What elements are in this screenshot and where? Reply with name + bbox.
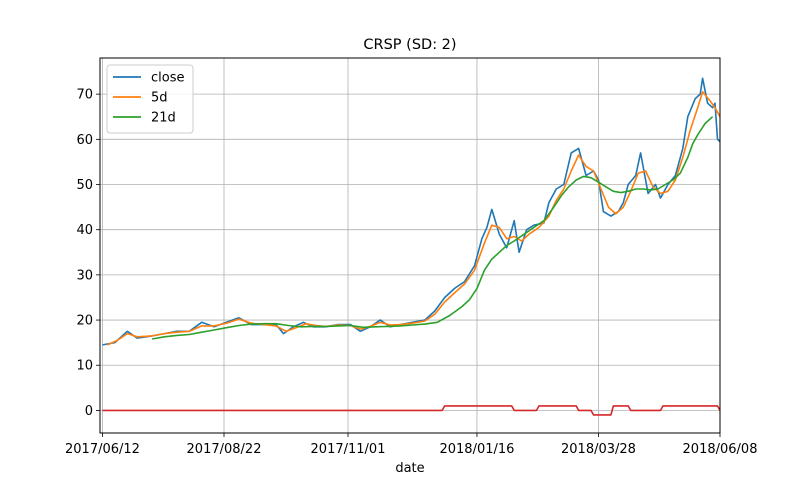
- y-tick-label: 50: [76, 178, 93, 193]
- y-tick-label: 0: [85, 404, 93, 419]
- x-tick-label: 2017/11/01: [311, 442, 386, 457]
- y-tick-label: 60: [76, 133, 93, 148]
- y-tick-label: 20: [76, 314, 93, 329]
- grid: [100, 58, 721, 433]
- chart-title: CRSP (SD: 2): [363, 37, 456, 53]
- legend-label-5d: 5d: [151, 91, 168, 106]
- y-tick-label: 40: [76, 223, 93, 238]
- series-line-21d: [151, 116, 714, 340]
- x-tick-label: 2017/06/12: [65, 442, 140, 457]
- series-layer: [102, 77, 721, 416]
- legend-label-21d: 21d: [151, 111, 176, 126]
- x-tick-label: 2018/06/08: [683, 442, 758, 457]
- x-tick-label: 2018/03/28: [561, 442, 636, 457]
- y-tick-label: 30: [76, 268, 93, 283]
- legend: close 5d 21d: [106, 64, 194, 134]
- legend-box: [106, 64, 194, 134]
- x-tick-label: 2018/01/16: [439, 442, 514, 457]
- y-axis: 0 10 20 30 40 50 60 70: [76, 88, 100, 419]
- series-line-5d: [107, 91, 721, 346]
- x-axis-label: date: [395, 461, 424, 476]
- x-tick-label: 2017/08/22: [187, 442, 262, 457]
- legend-label-close: close: [151, 71, 184, 86]
- series-line-signal: [102, 405, 721, 416]
- x-axis: 2017/06/12 2017/08/22 2017/11/01 2018/01/16…: [65, 433, 757, 457]
- y-tick-label: 70: [76, 88, 93, 103]
- y-tick-label: 10: [76, 359, 93, 374]
- plot-frame: [99, 57, 721, 434]
